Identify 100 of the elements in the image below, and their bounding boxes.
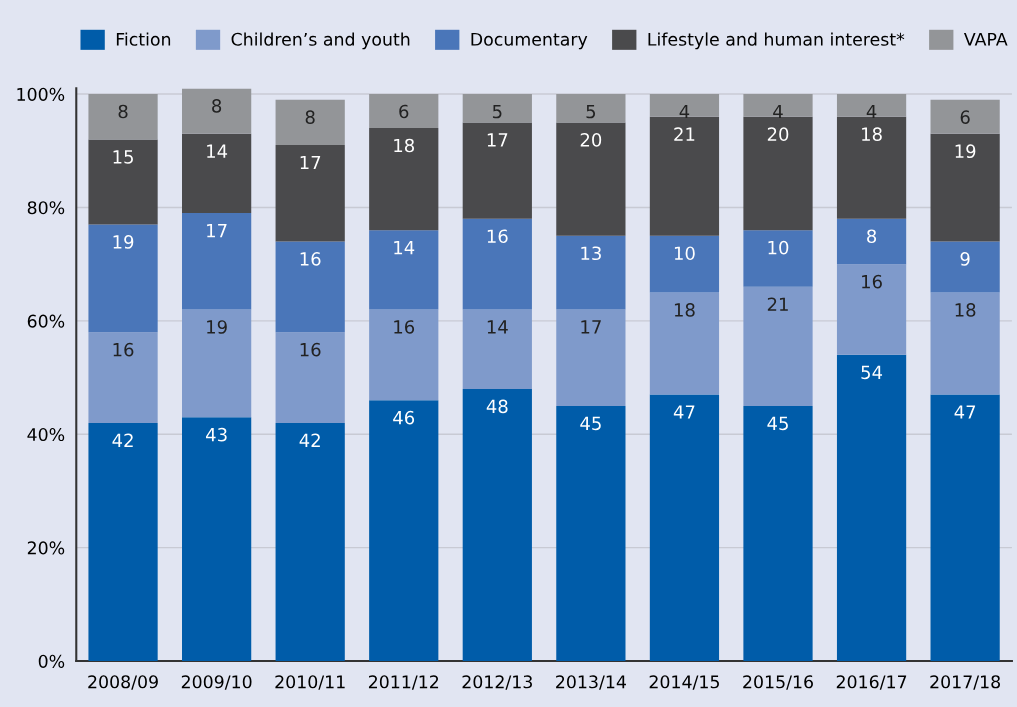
y-tick-label: 100% [17, 87, 65, 101]
data-label: 46 [393, 410, 415, 425]
bar [556, 235, 626, 310]
data-label: 19 [955, 144, 976, 159]
data-label: 20 [580, 133, 602, 147]
data-label: 18 [394, 138, 414, 153]
x-tick-label: 2017/18 [930, 675, 1001, 690]
data-label: 43 [206, 427, 227, 442]
y-tick-label: 60% [27, 314, 65, 328]
bar [88, 139, 158, 225]
bar [275, 422, 345, 662]
data-label: 8 [305, 110, 315, 124]
bar [275, 99, 345, 146]
bar [462, 218, 532, 310]
bar [88, 224, 158, 333]
bar [462, 388, 532, 662]
bar [462, 94, 532, 123]
bar [369, 128, 439, 231]
legend-label: Fiction [116, 32, 171, 46]
bar [88, 332, 158, 423]
data-label: 17 [300, 155, 321, 170]
y-tick-label: 20% [27, 541, 65, 555]
data-label: 10 [674, 246, 695, 261]
data-label: 10 [768, 240, 789, 255]
bar [743, 230, 813, 287]
bar [369, 400, 439, 662]
bar [182, 88, 252, 134]
bar [182, 213, 252, 310]
data-label: 17 [487, 133, 508, 147]
data-label: 17 [581, 320, 601, 334]
x-tick-label: 2009/10 [181, 675, 252, 690]
data-label: 15 [113, 150, 133, 164]
x-tick-label: 2010/11 [275, 675, 345, 690]
data-label: 42 [112, 433, 133, 447]
data-label: 6 [399, 104, 409, 119]
bar [182, 133, 252, 214]
data-label: 42 [299, 433, 320, 447]
legend-label: Lifestyle and human interest* [648, 32, 905, 50]
data-label: 16 [113, 342, 134, 357]
bar [649, 94, 720, 117]
data-label: 21 [767, 297, 788, 311]
data-label: 5 [586, 104, 596, 119]
bar [88, 94, 158, 140]
bar [369, 94, 439, 129]
data-label: 14 [394, 240, 415, 255]
bar [88, 422, 158, 662]
bar [930, 133, 1000, 242]
bar [836, 354, 907, 662]
y-tick-label: 0% [38, 654, 65, 668]
legend-label: Children’s and youth [231, 32, 410, 50]
data-label: 4 [866, 104, 877, 119]
legend-label: VAPA [963, 32, 1008, 46]
bar [930, 99, 1000, 134]
data-label: 18 [674, 303, 695, 317]
data-label: 17 [207, 223, 227, 238]
data-label: 9 [960, 252, 970, 266]
x-tick-label: 2011/12 [368, 675, 439, 690]
bar [182, 417, 252, 662]
data-label: 8 [212, 99, 222, 113]
data-label: 5 [492, 104, 502, 119]
data-label: 16 [300, 252, 321, 266]
bar [836, 264, 907, 355]
y-tick-label: 40% [27, 427, 65, 442]
data-label: 20 [767, 127, 789, 141]
bar [275, 332, 345, 423]
data-label: 16 [487, 229, 508, 244]
bar [275, 241, 345, 333]
data-label: 14 [207, 144, 228, 158]
bar [462, 309, 532, 389]
bar [556, 309, 626, 406]
bar [930, 292, 1000, 395]
bar [743, 405, 813, 662]
data-label: 21 [674, 127, 695, 141]
x-tick-label: 2008/09 [88, 675, 158, 690]
data-label: 54 [861, 365, 883, 380]
data-label: 45 [580, 416, 601, 431]
x-tick-label: 2014/15 [649, 675, 719, 690]
data-label: 16 [862, 274, 882, 289]
data-label: 16 [394, 320, 415, 334]
x-tick-label: 2015/16 [743, 675, 813, 690]
bar [275, 145, 345, 242]
x-tick-label: 2013/14 [556, 675, 626, 690]
bar [649, 394, 720, 662]
data-label: 13 [581, 246, 601, 261]
x-tick-label: 2016/17 [836, 675, 907, 690]
data-label: 16 [300, 342, 321, 357]
data-label: 18 [862, 127, 882, 141]
bar [836, 218, 907, 265]
bar [743, 116, 813, 231]
data-label: 47 [673, 405, 695, 419]
data-label: 45 [767, 416, 788, 431]
data-label: 8 [867, 229, 877, 244]
bar [369, 309, 439, 401]
data-label: 19 [113, 235, 134, 249]
data-label: 8 [118, 104, 128, 119]
bar [743, 94, 813, 117]
bar [836, 94, 907, 117]
data-label: 6 [960, 110, 970, 124]
bar [930, 241, 1000, 293]
data-label: 18 [955, 303, 976, 317]
